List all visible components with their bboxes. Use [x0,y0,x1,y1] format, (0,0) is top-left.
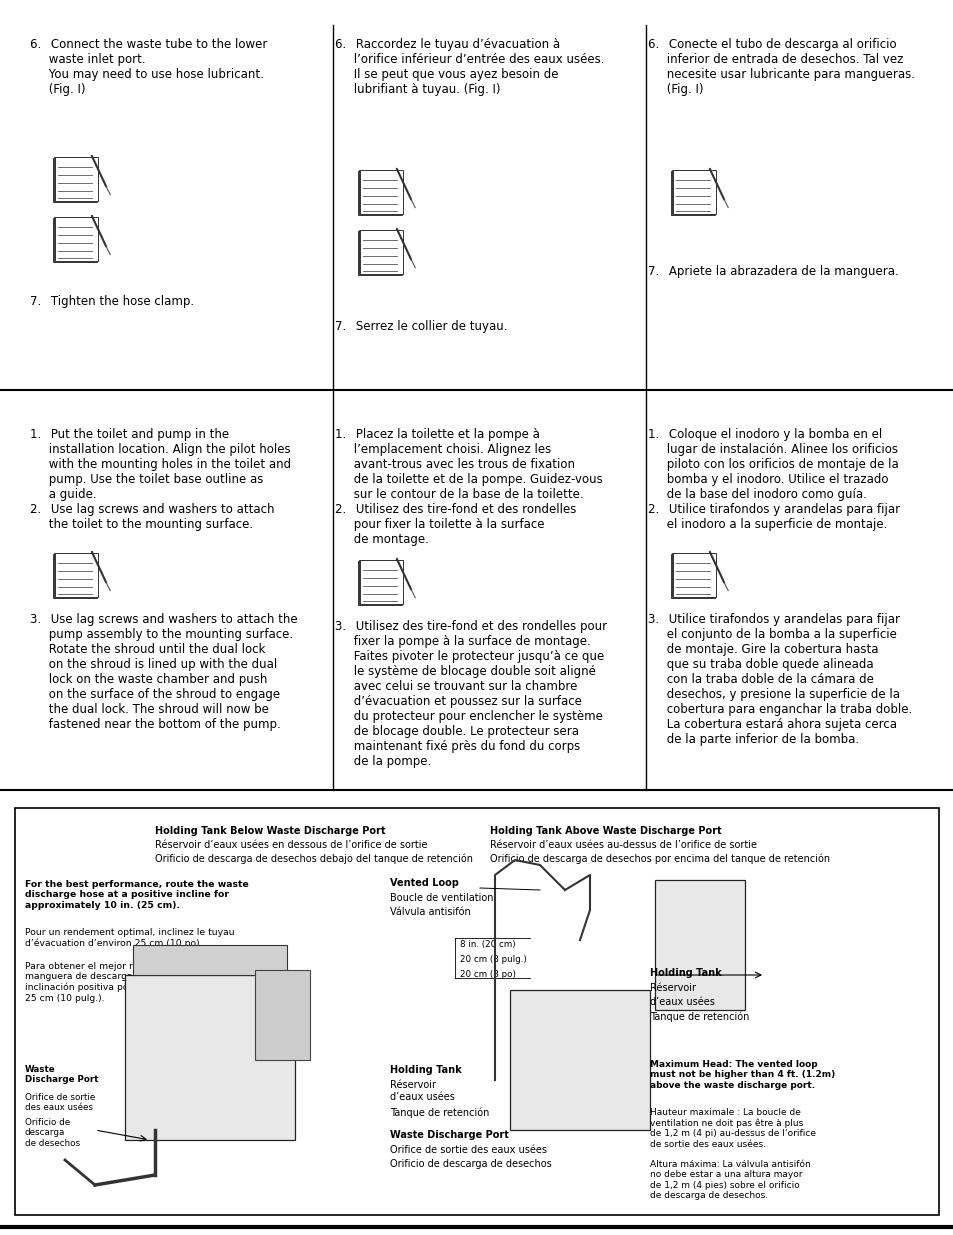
Text: 7.  Apriete la abrazadera de la manguera.: 7. Apriete la abrazadera de la manguera. [647,266,898,278]
Text: 7.  Serrez le collier de tuyau.: 7. Serrez le collier de tuyau. [335,320,507,333]
Text: Boucle de ventilation: Boucle de ventilation [390,893,493,903]
Text: Hauteur maximale : La boucle de
ventilation ne doit pas être à plus
de 1,2 m (4 : Hauteur maximale : La boucle de ventilat… [649,1108,815,1149]
Polygon shape [54,217,97,262]
Bar [125,974,294,1140]
Text: Altura máxima: La válvula antisifón
no debe estar a una altura mayor
de 1,2 m (4: Altura máxima: La válvula antisifón no d… [649,1160,810,1200]
Text: 20 cm (8 pulg.): 20 cm (8 pulg.) [459,955,526,965]
Text: 1.  Coloque el inodoro y la bomba en el
     lugar de instalación. Alinee los or: 1. Coloque el inodoro y la bomba en el l… [647,429,900,531]
Text: d’eaux usées: d’eaux usées [649,997,714,1007]
Text: Holding Tank: Holding Tank [390,1065,461,1074]
Polygon shape [55,217,98,261]
Text: Waste
Discharge Port: Waste Discharge Port [25,1065,98,1084]
Polygon shape [671,170,714,215]
Polygon shape [672,170,715,215]
Polygon shape [360,169,403,214]
Polygon shape [53,219,96,262]
Bar [132,945,287,974]
Text: Waste Discharge Port: Waste Discharge Port [390,1130,508,1140]
Polygon shape [360,559,403,604]
Text: 1.  Put the toilet and pump in the
     installation location. Align the pilot h: 1. Put the toilet and pump in the instal… [30,429,291,531]
Polygon shape [673,169,716,214]
Polygon shape [55,157,98,201]
Text: 3.  Use lag screws and washers to attach the
     pump assembly to the mounting : 3. Use lag screws and washers to attach … [30,613,297,731]
Text: Réservoir
d’eaux usées: Réservoir d’eaux usées [390,1079,455,1102]
Text: Orificio de descarga de desechos por encima del tanque de retención: Orificio de descarga de desechos por enc… [490,853,829,864]
Polygon shape [358,231,401,275]
Polygon shape [360,230,403,274]
Text: Maximum Head: The vented loop
must not be higher than 4 ft. (1.2m)
above the was: Maximum Head: The vented loop must not b… [649,1060,835,1089]
Polygon shape [55,553,98,597]
Text: 7.  Tighten the hose clamp.: 7. Tighten the hose clamp. [30,295,193,308]
Polygon shape [673,553,716,597]
Text: 3.  Utilice tirafondos y arandelas para fijar
     el conjunto de la bomba a la : 3. Utilice tirafondos y arandelas para f… [647,613,911,746]
Polygon shape [358,561,401,605]
Text: 20 cm (8 po): 20 cm (8 po) [459,969,516,979]
Text: Orifice de sortie des eaux usées: Orifice de sortie des eaux usées [390,1145,546,1155]
Bar [510,990,649,1130]
Polygon shape [53,555,96,598]
Text: Réservoir: Réservoir [649,983,696,993]
Text: Tanque de retención: Tanque de retención [649,1011,749,1023]
Text: Réservoir d’eaux usées au-dessus de l’orifice de sortie: Réservoir d’eaux usées au-dessus de l’or… [490,840,757,850]
Text: Válvula antisifón: Válvula antisifón [390,906,470,918]
Text: 3.  Utilisez des tire-fond et des rondelles pour
     fixer la pompe à la surfac: 3. Utilisez des tire-fond et des rondell… [335,620,606,768]
Text: Orificio de descarga de desechos debajo del tanque de retención: Orificio de descarga de desechos debajo … [154,853,473,864]
Polygon shape [54,553,97,598]
Text: Réservoir d’eaux usées en dessous de l’orifice de sortie: Réservoir d’eaux usées en dessous de l’o… [154,840,427,850]
Text: Holding Tank Below Waste Discharge Port: Holding Tank Below Waste Discharge Port [154,826,385,836]
Text: Orificio de
descarga
de desechos: Orificio de descarga de desechos [25,1118,80,1147]
Text: 6.  Raccordez le tuyau d’évacuation à
     l’orifice inférieur d’entrée des eaux: 6. Raccordez le tuyau d’évacuation à l’o… [335,38,604,96]
Polygon shape [359,170,402,215]
Polygon shape [359,231,402,274]
Text: Tanque de retención: Tanque de retención [390,1108,489,1119]
Text: Vented Loop: Vented Loop [390,878,458,888]
Polygon shape [54,157,97,201]
Text: Orificio de descarga de desechos: Orificio de descarga de desechos [390,1158,551,1170]
Text: Para obtener el mejor rendimiento, tienda la
manguera de descarga de desechos en: Para obtener el mejor rendimiento, tiend… [25,962,232,1003]
Text: Holding Tank Above Waste Discharge Port: Holding Tank Above Waste Discharge Port [490,826,720,836]
Polygon shape [358,170,401,215]
Text: 6.  Connect the waste tube to the lower
     waste inlet port.
     You may need: 6. Connect the waste tube to the lower w… [30,38,267,96]
Text: Pour un rendement optimal, inclinez le tuyau
d’évacuation d’environ 25 cm (10 po: Pour un rendement optimal, inclinez le t… [25,927,234,948]
Text: 8 in. (20 cm): 8 in. (20 cm) [459,940,516,948]
Polygon shape [672,553,715,598]
Text: Orifice de sortie
des eaux usées: Orifice de sortie des eaux usées [25,1093,95,1113]
Text: 6.  Conecte el tubo de descarga al orificio
     inferior de entrada de desechos: 6. Conecte el tubo de descarga al orific… [647,38,914,96]
Bar [254,969,310,1060]
Polygon shape [671,555,714,598]
Text: For the best performance, route the waste
discharge hose at a positive incline f: For the best performance, route the wast… [25,881,249,910]
Polygon shape [53,158,96,203]
Text: Holding Tank: Holding Tank [649,968,721,978]
Bar [15,808,938,1215]
Polygon shape [359,561,402,604]
Text: 1.  Placez la toilette et la pompe à
     l’emplacement choisi. Alignez les
    : 1. Placez la toilette et la pompe à l’em… [335,429,602,546]
Bar [655,881,744,1010]
